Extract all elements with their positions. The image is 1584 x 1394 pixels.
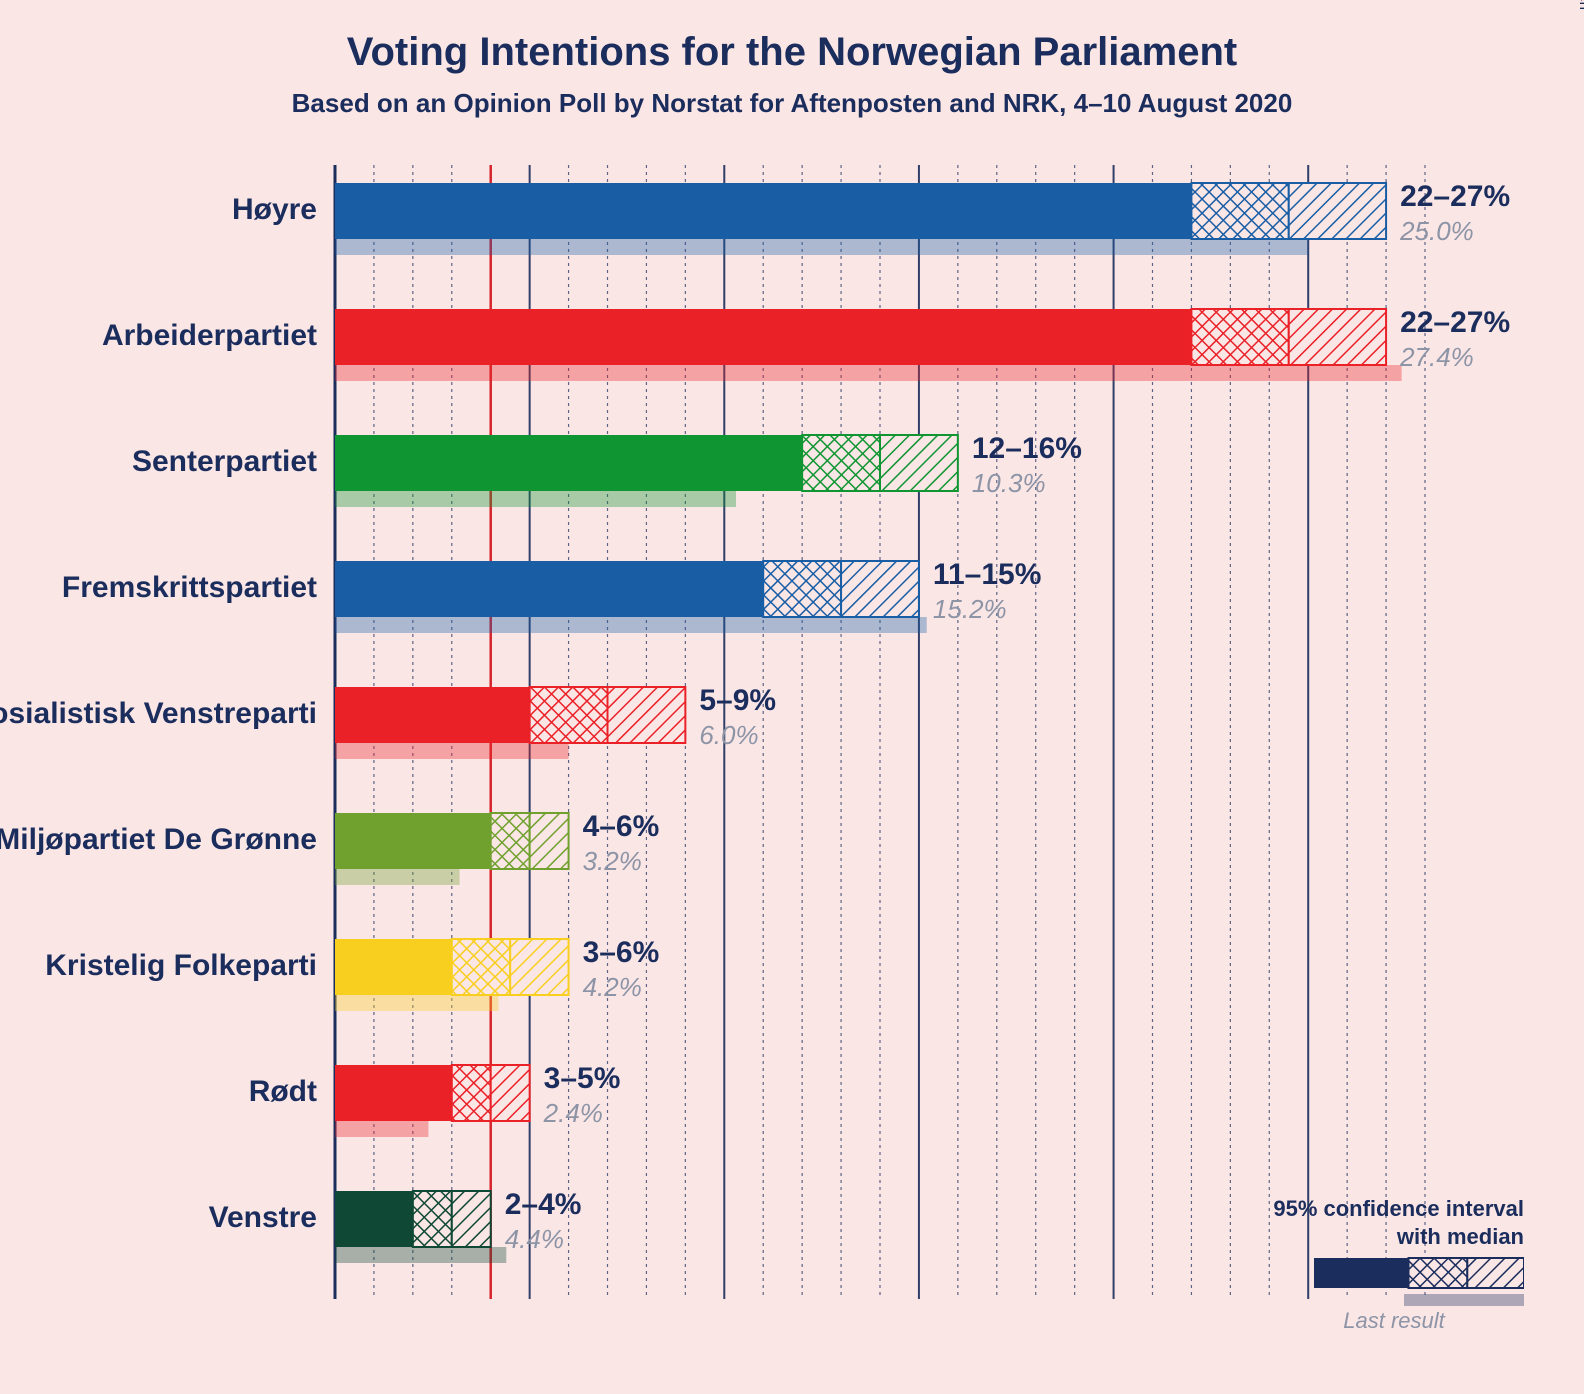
value-last: 15.2% <box>933 594 1007 624</box>
value-range: 3–6% <box>583 936 660 969</box>
party-label: Kristelig Folkeparti <box>45 949 317 982</box>
bar-chart: Høyre22–27%25.0%Arbeiderpartiet22–27%27.… <box>0 0 1584 1394</box>
value-last: 3.2% <box>583 846 642 876</box>
legend-ci-swatch <box>1314 1250 1524 1294</box>
party-label: Arbeiderpartiet <box>102 319 317 352</box>
value-last: 4.2% <box>583 972 642 1002</box>
legend-ci-line1: 95% confidence interval <box>1273 1196 1524 1221</box>
party-label: Høyre <box>232 193 317 226</box>
value-range: 5–9% <box>699 684 776 717</box>
value-range: 2–4% <box>505 1188 582 1221</box>
value-last: 2.4% <box>543 1098 603 1128</box>
bar-row: Miljøpartiet De Grønne 4–6%3.2% <box>0 810 659 885</box>
bar-row: Rødt 3–5%2.4% <box>249 1062 621 1137</box>
value-last: 25.0% <box>1399 216 1474 246</box>
value-range: 11–15% <box>933 558 1041 591</box>
party-label: Sosialistisk Venstreparti <box>0 697 317 730</box>
party-label: Fremskrittspartiet <box>62 571 317 604</box>
party-label: Rødt <box>249 1075 317 1108</box>
legend-ci-label: 95% confidence interval with median <box>1264 1195 1524 1250</box>
value-range: 4–6% <box>583 810 660 843</box>
bar-row: Venstre 2–4%4.4% <box>209 1188 582 1263</box>
value-range: 22–27% <box>1400 306 1510 339</box>
legend: 95% confidence interval with median Last… <box>1264 1195 1524 1334</box>
legend-last-swatch <box>1404 1294 1524 1308</box>
legend-ci-line2: with median <box>1397 1224 1524 1249</box>
bar-row: Høyre 22–27%25.0% <box>232 180 1510 255</box>
bar-row: Senterpartiet 12–16%10.3% <box>132 432 1082 507</box>
value-range: 22–27% <box>1400 180 1510 213</box>
party-label: Senterpartiet <box>132 445 317 478</box>
value-last: 4.4% <box>505 1224 564 1254</box>
value-last: 10.3% <box>972 468 1046 498</box>
party-label: Venstre <box>209 1201 317 1234</box>
value-last: 27.4% <box>1399 342 1474 372</box>
bar-row: Arbeiderpartiet 22–27%27.4% <box>102 306 1510 381</box>
bar-row: Sosialistisk Venstreparti 5–9%6.0% <box>0 684 776 759</box>
bar-row: Fremskrittspartiet 11–15%15.2% <box>62 558 1041 633</box>
value-range: 3–5% <box>544 1062 621 1095</box>
value-last: 6.0% <box>699 720 758 750</box>
bar-row: Kristelig Folkeparti 3–6%4.2% <box>45 936 659 1011</box>
legend-last-label: Last result <box>1264 1308 1524 1334</box>
value-range: 12–16% <box>972 432 1082 465</box>
chart-canvas: Voting Intentions for the Norwegian Parl… <box>0 0 1584 1394</box>
party-label: Miljøpartiet De Grønne <box>0 823 317 856</box>
